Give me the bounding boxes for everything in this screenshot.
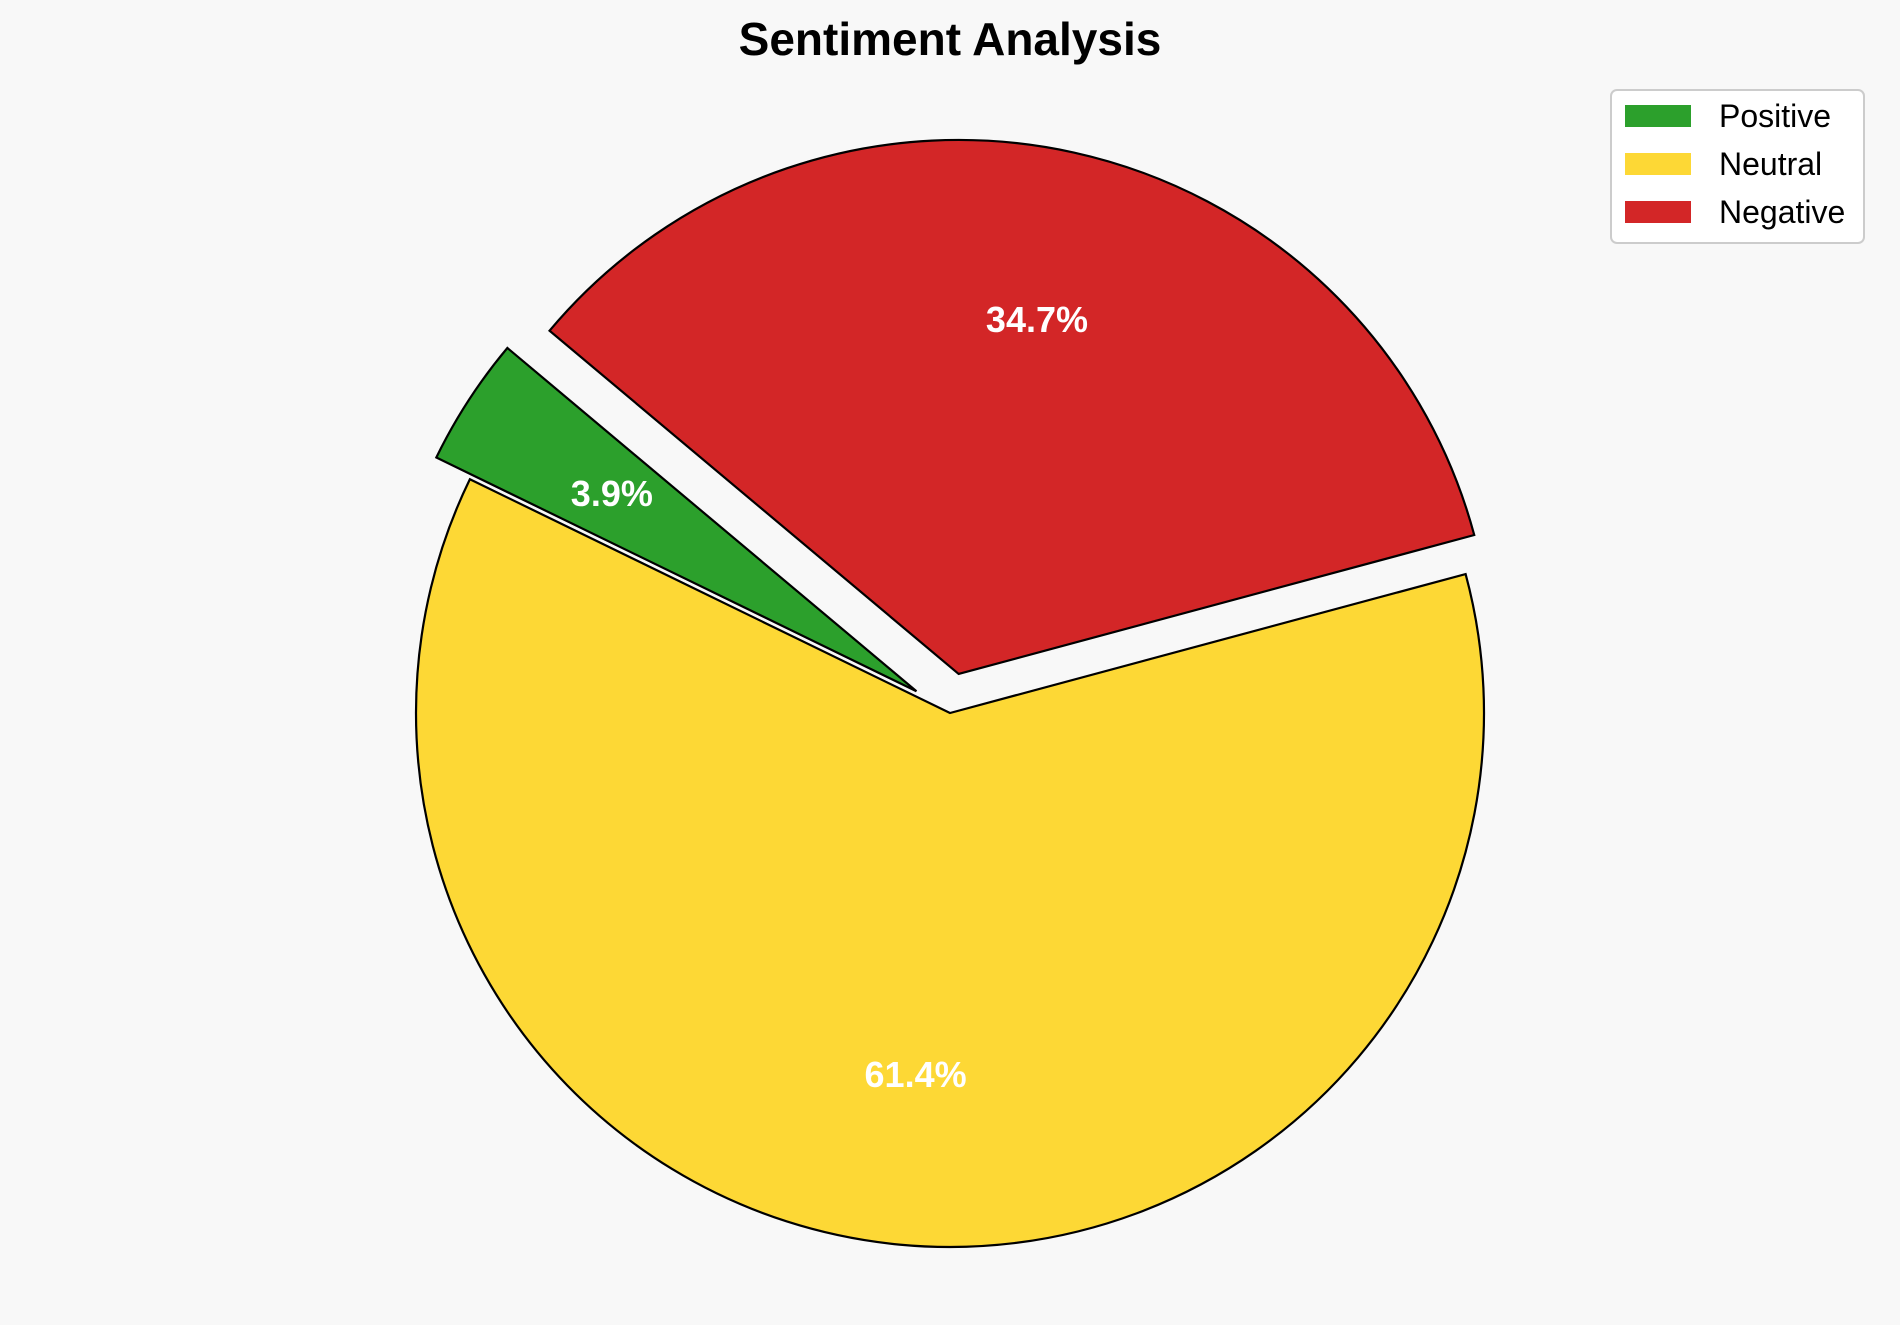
pie-slice-positive [434,346,918,693]
legend-swatch-positive [1625,105,1691,127]
legend-label-negative: Negative [1719,194,1845,230]
legend-label-neutral: Neutral [1719,146,1822,182]
legend: Positive Neutral Negative [1610,89,1865,244]
value-label-positive: 3.9% [571,473,653,514]
value-label-neutral: 61.4% [865,1054,967,1095]
legend-swatch-negative [1625,201,1691,223]
pie-value-labels: 3.9% 61.4% 34.7% [571,299,1088,1095]
pie-slice-neutral [414,477,1486,1249]
legend-swatch-neutral [1625,153,1691,175]
pie-slices [414,138,1486,1249]
value-label-negative: 34.7% [986,299,1088,340]
pie-slice-negative [548,138,1476,676]
legend-label-positive: Positive [1719,98,1831,134]
chart-title: Sentiment Analysis [739,13,1162,65]
